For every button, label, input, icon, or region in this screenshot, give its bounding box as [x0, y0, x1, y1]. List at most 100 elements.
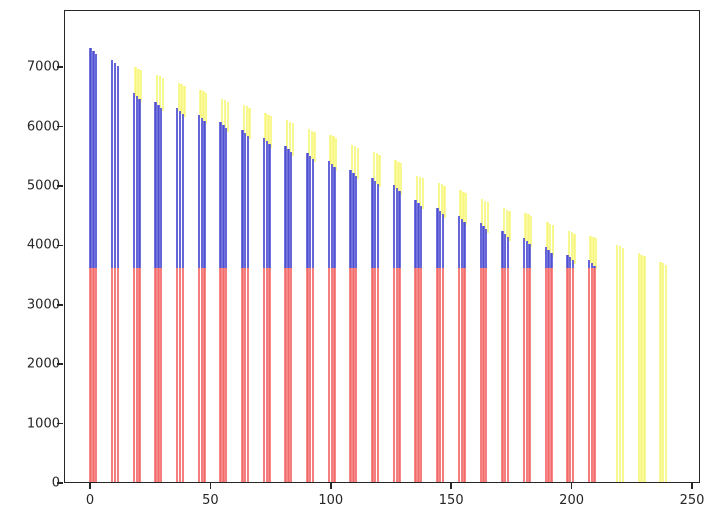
y-axis-tick-label: 4000	[26, 237, 60, 253]
bar-segment-yellow	[573, 233, 576, 265]
bar-segment-blue	[306, 152, 309, 269]
bar-segment-yellow	[139, 70, 143, 103]
bar-segment-red	[330, 268, 333, 482]
bar-cluster	[327, 11, 338, 482]
bar-segment-yellow	[637, 253, 640, 482]
bar-segment-yellow	[615, 245, 619, 482]
bar-segment-red	[246, 268, 250, 482]
bar-segment-red	[113, 268, 117, 482]
bar-segment-blue	[395, 187, 398, 269]
bar-segment-blue	[571, 260, 575, 269]
bar-segment-red	[154, 268, 157, 482]
bar-cluster	[284, 11, 295, 482]
bar-segment-blue	[92, 51, 95, 269]
bar-segment-yellow	[226, 101, 230, 132]
bar-segment-yellow	[421, 178, 425, 210]
bar-segment-blue	[371, 177, 374, 269]
bar-segment-yellow	[332, 136, 335, 168]
bar-cluster	[636, 11, 646, 482]
x-axis-tick-label: 250	[679, 493, 705, 508]
x-axis-tick-label: 50	[202, 493, 219, 508]
bar-segment-yellow	[199, 89, 202, 119]
bar-segment-blue	[135, 95, 138, 269]
bar-segment-yellow	[356, 147, 360, 180]
bar-segment-yellow	[527, 214, 530, 245]
bar-segment-yellow	[483, 200, 487, 230]
bar-cluster	[436, 11, 446, 482]
bar-segment-yellow	[567, 230, 571, 259]
bar-segment-red	[222, 268, 225, 482]
bar-segment-yellow	[204, 92, 208, 125]
bar-cluster	[414, 11, 425, 482]
bar-cluster	[349, 11, 360, 482]
bar-segment-red	[89, 268, 92, 482]
bar-segment-red	[176, 268, 179, 482]
bar-segment-red	[135, 268, 138, 482]
x-axis-tick	[450, 483, 452, 489]
bar-segment-red	[308, 268, 312, 482]
bar-segment-blue	[460, 218, 464, 269]
bar-segment-red	[287, 268, 290, 482]
bar-segment-yellow	[177, 82, 181, 112]
bar-segment-yellow	[437, 182, 441, 212]
bar-segment-red	[463, 268, 466, 482]
bar-segment-red	[306, 268, 309, 482]
bar-segment-blue	[157, 104, 160, 269]
bar-segment-yellow	[486, 202, 490, 233]
bar-segment-blue	[417, 202, 420, 269]
bar-segment-yellow	[400, 163, 403, 195]
bar-segment-yellow	[310, 130, 313, 160]
bar-segment-red	[311, 268, 315, 482]
bar-segment-yellow	[418, 177, 422, 207]
bar-segment-yellow	[440, 184, 443, 215]
bar-segment-blue	[200, 117, 203, 269]
bar-segment-red	[398, 268, 401, 482]
bar-segment-yellow	[372, 151, 376, 182]
x-axis-tick	[89, 483, 91, 489]
bar-segment-red	[219, 268, 222, 482]
bar-segment-blue	[457, 215, 461, 269]
bar-cluster	[544, 11, 555, 482]
bar-segment-yellow	[462, 191, 465, 223]
bar-segment-red	[503, 268, 507, 482]
bar-segment-yellow	[375, 153, 378, 185]
bar-segment-blue	[154, 101, 157, 269]
bar-cluster	[219, 11, 230, 482]
bar-segment-yellow	[659, 261, 662, 482]
bar-segment-red	[568, 268, 572, 482]
x-axis-tick	[330, 483, 332, 489]
bar-segment-blue	[116, 66, 120, 269]
y-axis-tick	[57, 125, 63, 128]
bar-segment-red	[349, 268, 352, 482]
bar-cluster	[132, 11, 143, 482]
bar-segment-yellow	[269, 116, 273, 148]
y-axis-tick	[57, 482, 63, 484]
y-axis-tick-label: 7000	[26, 59, 60, 75]
bar-cluster	[501, 11, 511, 482]
bar-segment-red	[111, 268, 114, 482]
bars-layer	[65, 11, 699, 482]
bar-segment-yellow	[530, 215, 533, 248]
bar-segment-yellow	[156, 74, 159, 106]
bar-segment-red	[290, 268, 293, 482]
bar-cluster	[262, 11, 273, 482]
bar-segment-blue	[547, 250, 550, 269]
bar-segment-red	[178, 268, 182, 482]
bar-segment-red	[441, 268, 445, 482]
bar-segment-blue	[225, 128, 228, 269]
bar-segment-yellow	[267, 114, 270, 145]
bar-segment-red	[544, 268, 547, 482]
bar-segment-red	[243, 268, 247, 482]
bar-segment-blue	[544, 247, 547, 269]
bar-segment-blue	[441, 214, 445, 269]
bar-segment-red	[116, 268, 120, 482]
y-axis-tick-label: 6000	[26, 119, 60, 135]
bar-segment-blue	[373, 180, 377, 269]
bar-segment-blue	[522, 237, 526, 269]
bar-segment-red	[371, 268, 374, 482]
bar-segment-red	[392, 268, 396, 482]
bar-cluster	[522, 11, 533, 482]
bar-segment-red	[95, 268, 98, 482]
bar-segment-red	[587, 268, 591, 482]
bar-segment-red	[197, 268, 201, 482]
